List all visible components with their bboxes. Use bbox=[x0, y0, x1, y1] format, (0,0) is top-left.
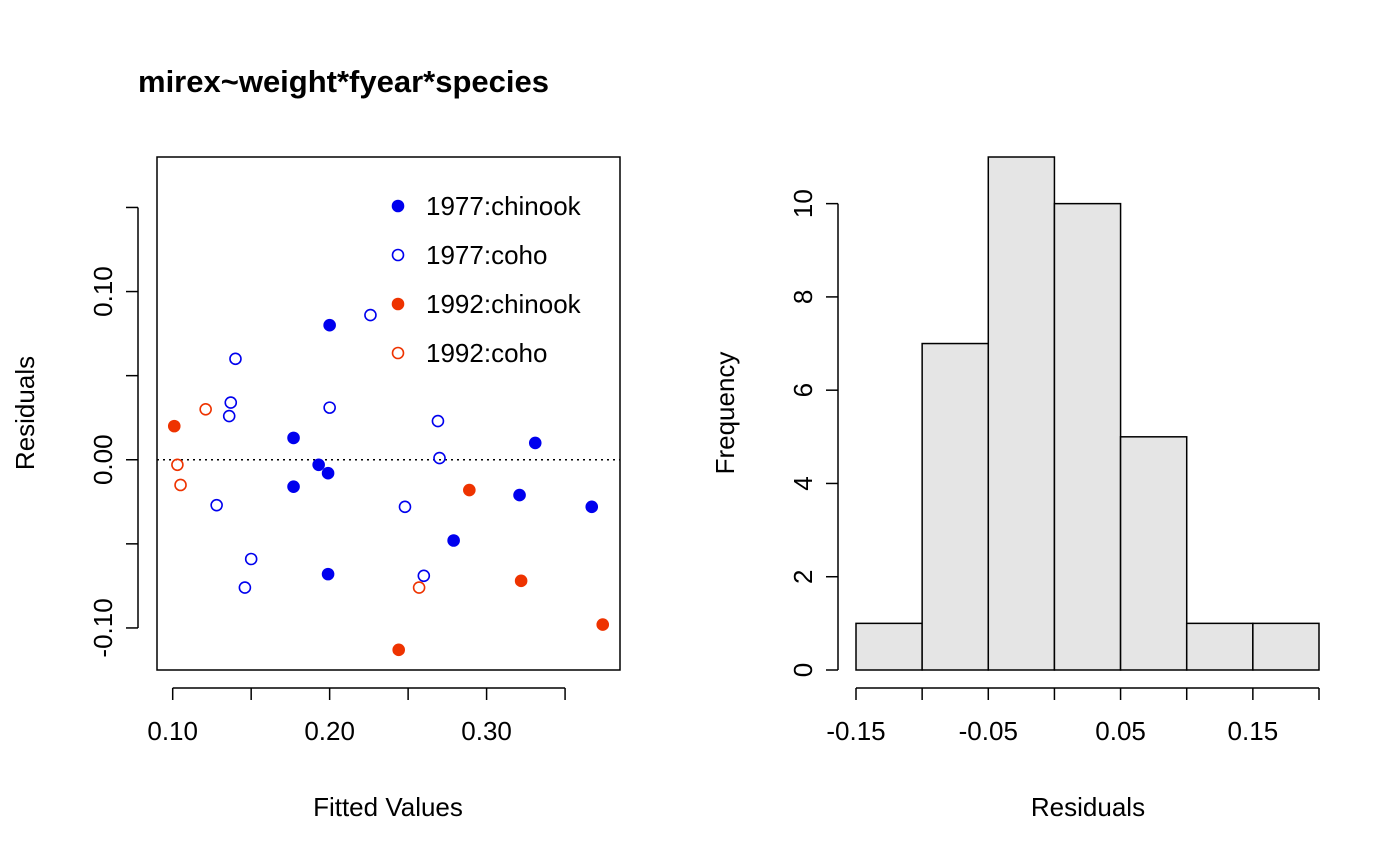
legend-entry-label: 1977:coho bbox=[426, 240, 547, 270]
scatter-x-tick-label: 0.20 bbox=[304, 716, 355, 746]
scatter-point-1992-coho bbox=[412, 581, 426, 594]
scatter-point-1977-chinook bbox=[312, 458, 325, 472]
scatter-point-1992-chinook bbox=[514, 574, 528, 588]
chart-title: mirex~weight*fyear*species bbox=[138, 64, 549, 99]
histogram-bar bbox=[855, 622, 923, 671]
scatter-point-1992-coho bbox=[174, 478, 187, 492]
legend-entry-label: 1992:chinook bbox=[426, 289, 582, 319]
scatter-x-tick-label: 0.30 bbox=[461, 716, 512, 746]
scatter-point-1977-coho bbox=[224, 396, 238, 409]
legend-marker bbox=[391, 248, 405, 262]
scatter-axes: 0.10 0.20 0.30 -0.10 0.00 0.10 bbox=[88, 206, 566, 746]
scatter-point-1992-chinook bbox=[596, 618, 610, 631]
scatter-point-1977-chinook bbox=[321, 466, 335, 480]
histogram-bar bbox=[921, 342, 990, 671]
scatter-point-1977-chinook bbox=[513, 488, 526, 502]
histogram-bar bbox=[1053, 202, 1122, 671]
legend-entry-label: 1977:chinook bbox=[426, 191, 582, 221]
scatter-point-1992-chinook bbox=[463, 483, 476, 497]
scatter-point-1977-chinook bbox=[287, 431, 300, 445]
histogram-bar bbox=[1252, 622, 1320, 671]
scatter-y-axis-label: Residuals bbox=[10, 356, 40, 470]
scatter-y-tick-label: 0.10 bbox=[88, 266, 118, 317]
legend-entry-label: 1992:coho bbox=[426, 338, 547, 368]
histogram-x-tick-label: -0.15 bbox=[826, 716, 885, 746]
scatter-point-1977-coho bbox=[229, 352, 242, 366]
histogram-x-tick-label: 0.15 bbox=[1228, 716, 1279, 746]
scatter-point-1977-chinook bbox=[323, 318, 336, 332]
histogram-y-tick-label: 6 bbox=[788, 383, 818, 397]
scatter-point-1977-coho bbox=[210, 498, 223, 512]
scatter-point-1977-coho bbox=[244, 552, 258, 566]
histogram-y-tick-label: 10 bbox=[788, 189, 818, 218]
scatter-point-1977-coho bbox=[398, 500, 412, 514]
scatter-x-tick-label: 0.10 bbox=[147, 716, 198, 746]
scatter-point-1977-coho bbox=[364, 308, 377, 322]
histogram-x-axis-label: Residuals bbox=[1031, 792, 1145, 822]
scatter-point-1977-coho bbox=[238, 581, 252, 594]
histogram-x-tick-label: 0.05 bbox=[1095, 716, 1146, 746]
legend-marker bbox=[391, 297, 405, 311]
scatter-point-1977-chinook bbox=[528, 436, 542, 450]
scatter-point-1977-coho bbox=[417, 569, 431, 583]
scatter-y-tick-label: 0.00 bbox=[88, 434, 118, 485]
scatter-point-1977-coho bbox=[222, 409, 236, 423]
scatter-y-tick-label: -0.10 bbox=[88, 598, 118, 657]
histogram-bars bbox=[855, 156, 1320, 671]
histogram-x-tick-label: -0.05 bbox=[959, 716, 1018, 746]
scatter-plot-frame bbox=[156, 156, 621, 671]
scatter-point-1977-chinook bbox=[321, 567, 335, 581]
scatter-point-1992-coho bbox=[171, 458, 184, 472]
histogram-axes: -0.15 -0.05 0.05 0.15 0 2 4 6 8 10 bbox=[788, 189, 1320, 746]
histogram-bar bbox=[1185, 622, 1254, 671]
histogram-bar bbox=[987, 156, 1056, 671]
scatter-point-1992-chinook bbox=[392, 643, 406, 657]
histogram-y-tick-label: 8 bbox=[788, 290, 818, 304]
scatter-point-1977-coho bbox=[433, 451, 446, 465]
scatter-point-1977-coho bbox=[431, 414, 445, 428]
legend-marker bbox=[391, 346, 405, 360]
scatter-point-1977-chinook bbox=[585, 500, 599, 514]
legend-marker bbox=[391, 199, 405, 213]
histogram-y-tick-label: 2 bbox=[788, 569, 818, 583]
scatter-points bbox=[167, 308, 610, 657]
scatter-legend: 1977:chinook 1977:coho 1992:chinook 1992:co… bbox=[391, 191, 582, 368]
scatter-point-1992-coho bbox=[199, 402, 212, 416]
scatter-point-1977-coho bbox=[323, 401, 336, 414]
histogram-y-axis-label: Frequency bbox=[710, 352, 740, 475]
histogram-bar bbox=[1119, 436, 1188, 671]
histogram-y-tick-label: 0 bbox=[788, 663, 818, 677]
histogram-y-tick-label: 4 bbox=[788, 476, 818, 490]
scatter-point-1992-chinook bbox=[167, 419, 181, 433]
scatter-x-axis-label: Fitted Values bbox=[313, 792, 463, 822]
scatter-point-1977-chinook bbox=[447, 534, 460, 547]
scatter-point-1977-chinook bbox=[287, 480, 300, 493]
